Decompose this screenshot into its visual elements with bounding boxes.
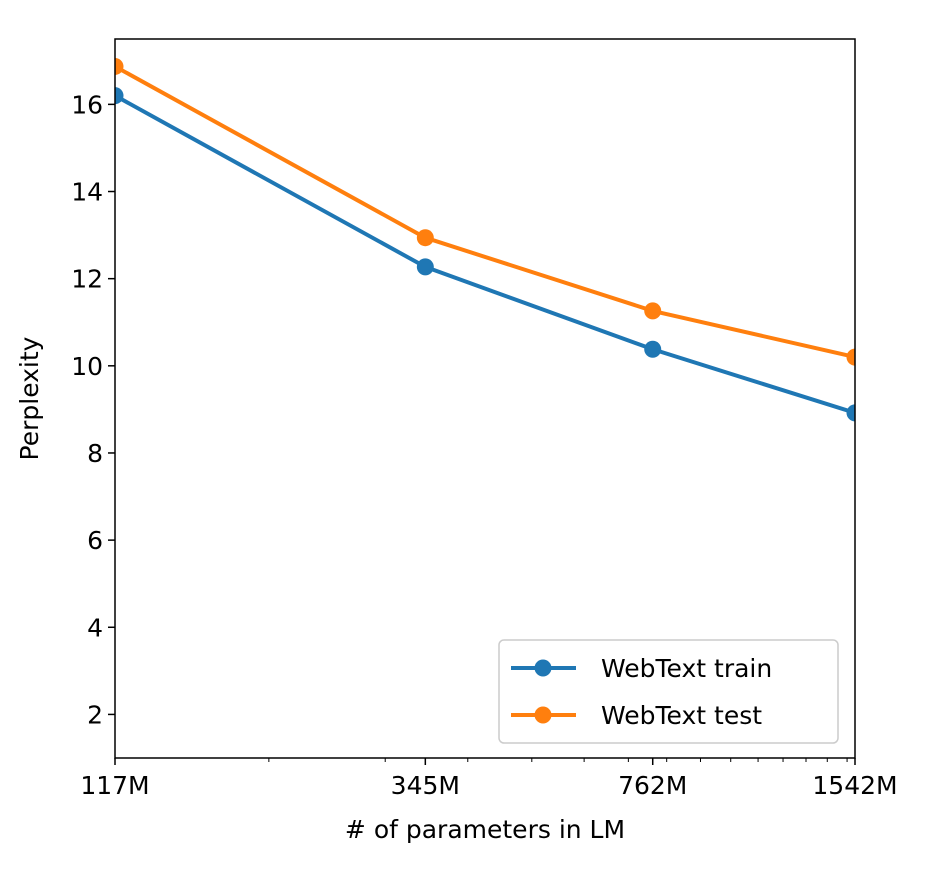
legend-swatch-marker [534,659,552,677]
series-group [115,57,855,422]
axes-frame [114,38,856,759]
data-point [846,404,855,422]
y-tick-label: 2 [87,700,103,729]
data-point [644,340,662,358]
series-layer [115,57,855,422]
y-tick-label: 10 [71,352,103,381]
y-axis-label: Perplexity [15,336,44,460]
data-point [115,87,124,105]
series-line [115,64,855,360]
legend-swatch-marker [534,706,552,724]
y-tick-label: 4 [87,613,103,642]
y-tick-label: 8 [87,439,103,468]
data-point [416,258,434,276]
x-tick-label: 1542M [812,771,897,800]
data-point [644,302,662,320]
legend: WebText train WebText test [498,639,839,744]
x-axis-label: # of parameters in LM [345,815,625,844]
legend-label: WebText test [601,701,762,730]
x-tick-label: 345M [391,771,460,800]
series-line [115,93,855,415]
y-tick-label: 12 [71,265,103,294]
y-tick-label: 6 [87,526,103,555]
x-tick-label: 117M [80,771,149,800]
y-axis: 2 4 6 8 10 12 14 16 [71,90,115,729]
x-axis: 117M 345M 762M 1542M [80,758,898,800]
y-tick-label: 14 [71,178,103,207]
data-point [416,229,434,247]
data-point [115,57,124,75]
legend-label: WebText train [601,654,772,683]
data-point [846,348,855,366]
legend-box [498,639,839,744]
y-tick-label: 16 [71,90,103,119]
x-tick-label: 762M [618,771,687,800]
